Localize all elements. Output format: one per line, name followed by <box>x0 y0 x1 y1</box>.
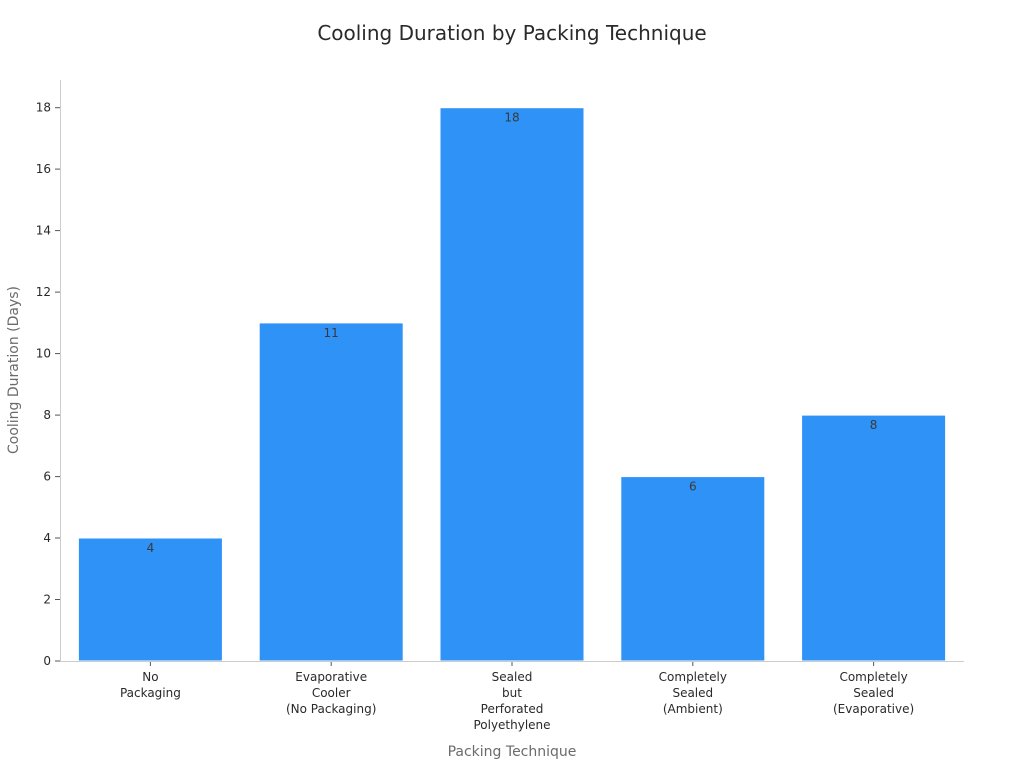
bar <box>77 537 223 662</box>
x-axis-ticks: No Packaging Evaporative Cooler (No Packagin… <box>120 661 914 732</box>
bar-value-label: 11 <box>324 326 339 340</box>
y-axis-ticks: 0 2 4 6 8 10 12 14 16 18 <box>36 101 61 668</box>
chart-title: Cooling Duration by Packing Technique <box>317 21 706 45</box>
x-tick-label: No Packaging <box>120 670 181 700</box>
y-tick-label: 14 <box>36 224 51 238</box>
bar <box>258 322 404 662</box>
bar <box>620 476 766 662</box>
x-tick-label: Sealed but Perforated Polyethylene <box>473 670 550 732</box>
y-tick-label: 2 <box>43 593 51 607</box>
bar-value-label: 6 <box>689 480 697 494</box>
y-tick-label: 6 <box>43 470 51 484</box>
y-tick-label: 12 <box>36 285 51 299</box>
bar-value-label: 4 <box>147 541 155 555</box>
y-tick-label: 8 <box>43 408 51 422</box>
y-tick-label: 18 <box>36 101 51 115</box>
y-tick-label: 4 <box>43 531 51 545</box>
bar <box>439 107 585 662</box>
x-tick-label: Evaporative Cooler (No Packaging) <box>286 670 376 716</box>
x-axis-label: Packing Technique <box>448 744 577 760</box>
bar-value-label: 18 <box>504 111 519 125</box>
data-labels-group: 4 11 18 6 8 <box>147 111 878 555</box>
x-tick-label: Completely Sealed (Evaporative) <box>833 670 914 716</box>
bar-value-label: 8 <box>870 418 878 432</box>
y-tick-label: 16 <box>36 162 51 176</box>
bar <box>801 414 947 662</box>
y-axis-label: Cooling Duration (Days) <box>6 286 22 454</box>
y-tick-label: 10 <box>36 347 51 361</box>
bars-group <box>77 107 947 662</box>
y-tick-label: 0 <box>43 654 51 668</box>
x-tick-label: Completely Sealed (Ambient) <box>659 670 727 716</box>
